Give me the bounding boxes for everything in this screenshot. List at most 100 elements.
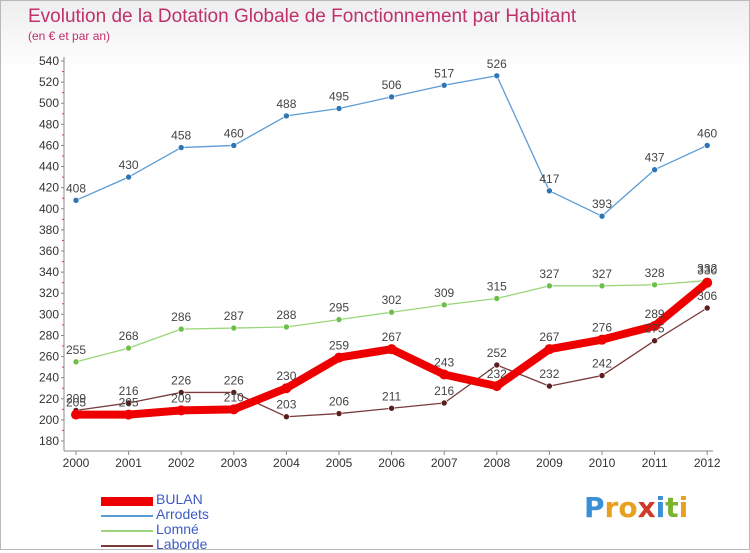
data-label-bulan: 205 bbox=[119, 396, 139, 410]
data-label-arrodets: 417 bbox=[539, 172, 559, 186]
data-label-lomné: 332 bbox=[697, 262, 717, 276]
data-point-laborde bbox=[388, 404, 395, 412]
x-tick-label: 2003 bbox=[220, 456, 247, 470]
data-point-laborde bbox=[177, 389, 185, 396]
data-label-laborde: 226 bbox=[224, 373, 244, 387]
x-tick-label: 2010 bbox=[589, 456, 616, 470]
data-point-lomné bbox=[230, 324, 238, 332]
logo-letter: i bbox=[655, 491, 666, 524]
data-label-arrodets: 488 bbox=[276, 97, 296, 111]
data-label-laborde: 275 bbox=[645, 322, 665, 336]
logo-letter: r bbox=[604, 491, 619, 524]
x-tick-label: 2005 bbox=[326, 456, 353, 470]
data-label-lomné: 288 bbox=[276, 308, 296, 322]
data-label-arrodets: 430 bbox=[119, 158, 139, 172]
data-label-bulan: 232 bbox=[487, 367, 507, 381]
data-point-lomné bbox=[335, 316, 343, 323]
y-tick-label: 400 bbox=[39, 202, 59, 216]
data-point-lomné bbox=[125, 344, 132, 352]
data-label-lomné: 302 bbox=[382, 293, 402, 307]
data-point-laborde bbox=[125, 399, 132, 407]
data-point-bulan bbox=[334, 352, 344, 363]
chart-title: Evolution de la Dotation Globale de Fonc… bbox=[28, 6, 577, 27]
legend-label: Laborde bbox=[156, 536, 208, 552]
data-point-arrodets bbox=[703, 142, 711, 149]
data-point-lomné bbox=[493, 295, 501, 302]
data-label-arrodets: 437 bbox=[645, 151, 665, 165]
data-point-lomné bbox=[440, 301, 448, 309]
data-point-bulan bbox=[702, 277, 713, 288]
y-tick-label: 340 bbox=[39, 265, 59, 279]
data-label-laborde: 216 bbox=[434, 384, 454, 398]
legend-label: Arrodets bbox=[156, 506, 209, 522]
data-label-lomné: 327 bbox=[539, 267, 559, 281]
data-point-bulan bbox=[123, 409, 134, 420]
data-label-bulan: 210 bbox=[224, 390, 244, 404]
data-point-lomné bbox=[388, 308, 395, 316]
data-point-arrodets bbox=[546, 187, 553, 195]
data-label-lomné: 295 bbox=[329, 301, 349, 315]
y-tick-label: 200 bbox=[39, 413, 59, 427]
data-point-laborde bbox=[703, 304, 711, 312]
data-label-bulan: 267 bbox=[539, 330, 559, 344]
y-tick-label: 480 bbox=[39, 117, 59, 131]
data-point-bulan bbox=[597, 334, 607, 345]
data-label-laborde: 252 bbox=[487, 346, 507, 360]
data-label-lomné: 268 bbox=[119, 329, 139, 343]
y-tick-label: 380 bbox=[39, 223, 59, 237]
y-tick-label: 360 bbox=[39, 244, 59, 258]
data-label-arrodets: 517 bbox=[434, 66, 454, 80]
data-label-lomné: 287 bbox=[224, 309, 244, 323]
data-point-arrodets bbox=[598, 212, 606, 220]
data-label-bulan: 276 bbox=[592, 321, 612, 335]
x-tick-label: 2007 bbox=[431, 456, 458, 470]
data-point-lomné bbox=[283, 323, 290, 331]
y-tick-label: 300 bbox=[39, 307, 59, 321]
y-tick-label: 240 bbox=[39, 371, 59, 385]
data-point-laborde bbox=[651, 337, 658, 345]
y-tick-label: 320 bbox=[39, 286, 59, 300]
data-point-arrodets bbox=[72, 197, 80, 204]
data-point-bulan bbox=[649, 320, 660, 331]
data-point-arrodets bbox=[335, 105, 343, 112]
data-point-laborde bbox=[440, 399, 448, 407]
data-label-bulan: 267 bbox=[382, 330, 402, 344]
data-label-bulan: 209 bbox=[171, 391, 191, 405]
y-tick-label: 420 bbox=[39, 181, 59, 195]
data-point-lomné bbox=[598, 282, 606, 290]
legend-swatch bbox=[101, 496, 153, 506]
data-label-laborde: 226 bbox=[171, 373, 191, 387]
data-label-lomné: 286 bbox=[171, 310, 191, 324]
data-point-bulan bbox=[176, 405, 187, 416]
data-label-laborde: 232 bbox=[539, 367, 559, 381]
data-label-arrodets: 458 bbox=[171, 129, 191, 143]
data-point-arrodets bbox=[177, 144, 185, 151]
data-label-arrodets: 506 bbox=[382, 78, 402, 92]
data-label-arrodets: 393 bbox=[592, 197, 612, 211]
legend-label: BULAN bbox=[156, 491, 203, 507]
data-label-bulan: 289 bbox=[645, 307, 665, 321]
data-label-laborde: 206 bbox=[329, 395, 349, 409]
data-label-bulan: 259 bbox=[329, 339, 349, 353]
legend-swatch bbox=[101, 530, 153, 532]
legend-label: Lomné bbox=[156, 521, 199, 537]
data-label-bulan: 243 bbox=[434, 356, 454, 370]
x-tick-label: 2009 bbox=[536, 456, 563, 470]
logo-letter: o bbox=[618, 491, 638, 524]
chart-subtitle: (en € et par an) bbox=[28, 29, 111, 43]
data-label-lomné: 309 bbox=[434, 286, 454, 300]
data-point-arrodets bbox=[283, 112, 290, 120]
logo-letter: P bbox=[584, 491, 605, 524]
data-point-laborde bbox=[283, 413, 290, 421]
data-label-arrodets: 460 bbox=[224, 126, 244, 140]
y-tick-label: 260 bbox=[39, 350, 59, 364]
x-tick-label: 2002 bbox=[168, 456, 195, 470]
data-label-laborde: 216 bbox=[119, 384, 139, 398]
x-tick-label: 2012 bbox=[694, 456, 721, 470]
data-point-laborde bbox=[546, 382, 553, 390]
data-label-lomné: 255 bbox=[66, 343, 86, 357]
data-label-lomné: 327 bbox=[592, 267, 612, 281]
y-tick-label: 460 bbox=[39, 138, 59, 152]
data-point-laborde bbox=[493, 361, 501, 369]
